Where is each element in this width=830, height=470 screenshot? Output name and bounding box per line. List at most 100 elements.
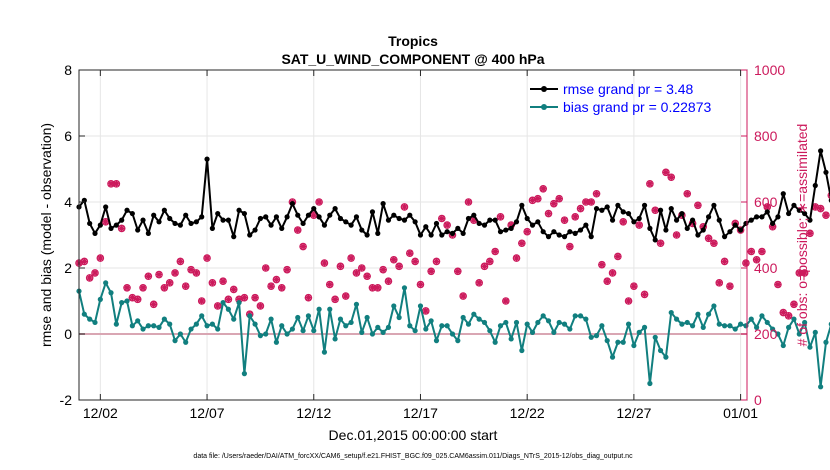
bias-point [161,316,167,322]
obs-assimilated-marker [683,190,691,198]
bias-point [289,326,296,332]
rmse-point [257,215,264,222]
rmse-point [508,225,514,231]
obs-assimilated-marker [139,284,147,292]
obs-assimilated-marker [251,294,259,302]
obs-assimilated-marker [166,279,174,287]
bias-point [220,300,226,306]
legend-marker-bias [541,104,547,110]
rmse-point [519,202,525,208]
rmse-point [593,206,600,212]
bias-point [433,338,440,344]
obs-assimilated-marker [406,249,414,257]
rmse-point [375,230,381,236]
rmse-point [807,217,813,223]
axes: -2 0 2 4 6 8 0 200 400 600 800 1000 12/02 12/07 12/12 1… [60,62,786,421]
obs-assimilated-marker [123,284,131,292]
rmse-point [583,222,589,228]
rmse-point [337,215,344,222]
bias-point [193,321,199,327]
bias-point [87,316,93,322]
bias-point [391,303,397,309]
obs-assimilated-marker [400,203,408,211]
obs-assimilated-marker [822,211,830,219]
bias-point [343,323,349,329]
x-tick-label: 01/01 [723,405,758,421]
obs-assimilated-marker [491,248,499,255]
y-tick-label: 8 [64,62,72,78]
bias-point [625,321,632,327]
bias-point [588,334,594,340]
obs-assimilated-marker [673,231,681,239]
obs-assimilated-marker [374,284,382,292]
bias-point [167,321,173,327]
y-tick-label: 2 [64,260,72,276]
bias-point [396,314,402,321]
rmse-point [540,229,546,235]
bias-point [236,300,242,306]
obs-assimilated-marker [529,196,537,204]
obs-assimilated-marker [774,281,782,288]
bias-point [140,326,146,332]
obs-assimilated-marker [769,223,777,231]
obs-assimilated-marker [278,284,286,292]
obs-assimilated-marker [550,200,558,208]
rmse-point [401,217,408,223]
rmse-point [289,201,296,207]
rmse-point [273,214,280,220]
bias-point [92,319,98,326]
bias-point [332,336,338,342]
bias-point [615,339,621,345]
rmse-point [818,148,824,154]
obs-assimilated-marker [160,284,168,292]
bias-point [540,313,546,319]
bias-point [247,313,253,319]
rmse-point [668,206,674,212]
rmse-point [476,220,482,227]
bias-point [609,354,616,360]
rmse-point [535,219,541,225]
obs-assimilated-marker [806,229,814,237]
bias-point [818,384,824,390]
obs-assimilated-marker [320,259,328,267]
bias-point [471,311,477,317]
bias-point [732,326,738,332]
rmse-point [775,214,781,220]
bias-point [689,323,696,329]
bias-point [716,321,722,327]
rmse-point [449,230,456,236]
rmse-point [247,232,253,238]
rmse-point [524,215,530,222]
obs-assimilated-marker [112,180,120,188]
bias-point [668,309,674,316]
bias-point [199,313,205,319]
rmse-point [423,224,429,230]
bias-point [721,323,728,329]
rmse-point [823,169,829,175]
bias-point [476,316,482,322]
obs-assimilated-marker [705,234,713,242]
obs-assimilated-marker [758,248,766,255]
obs-assimilated-marker [134,295,142,303]
bias-point [572,313,578,319]
rmse-point [353,214,360,220]
bias-point [561,321,568,327]
bias-point [263,331,269,337]
rmse-point [609,217,616,223]
legend-marker-rmse [541,86,547,92]
obs-assimilated-marker [214,302,222,310]
rmse-point [359,227,365,233]
rmse-point [151,212,157,218]
obs-assimilated-marker [224,295,232,303]
bias-point [455,338,461,344]
bias-point [802,319,808,326]
bias-point [81,311,87,317]
rmse-point [737,227,744,233]
obs-assimilated-marker [593,190,601,198]
obs-assimilated-marker [256,302,264,310]
chart-title: Tropics [388,33,438,49]
obs-assimilated-marker [219,277,227,285]
rmse-point [183,212,189,218]
bias-point [273,339,280,345]
rmse-point [92,230,98,236]
